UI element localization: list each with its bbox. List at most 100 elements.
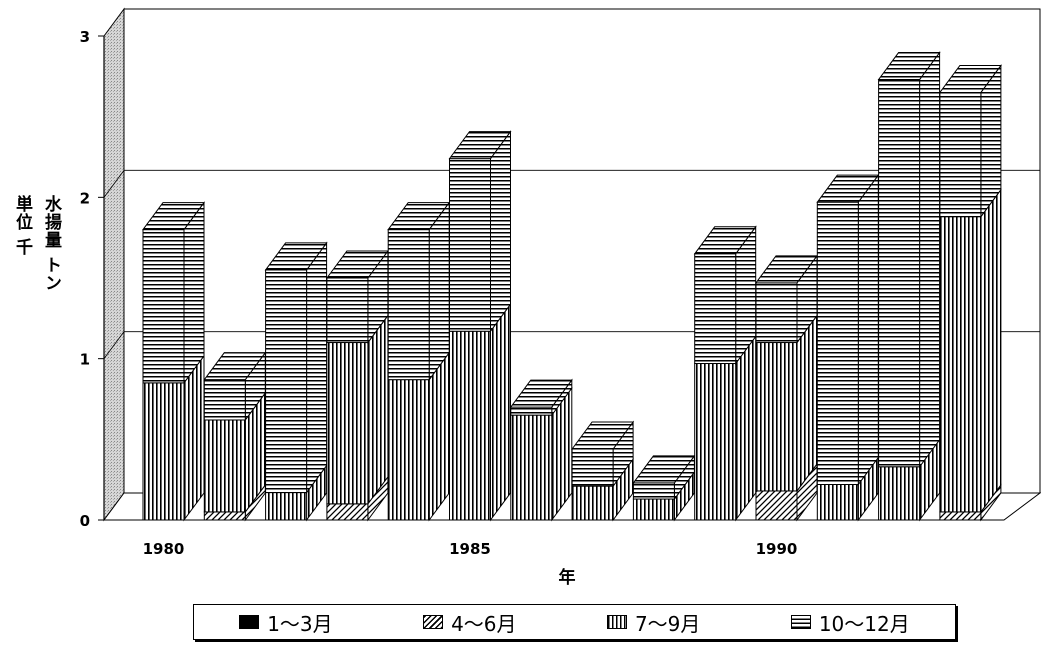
bar-front <box>939 511 982 521</box>
legend-swatch-jul-sep <box>606 615 627 629</box>
bar-front <box>265 492 308 521</box>
bar-segment <box>755 314 818 493</box>
bar-segment <box>449 130 511 333</box>
bar-front <box>878 466 921 521</box>
legend-label-oct-dec: 10～12月 <box>818 611 910 636</box>
bar-front <box>387 229 430 381</box>
bar-top <box>877 52 941 81</box>
legend-swatch-jan-mar <box>239 615 260 629</box>
x-axis-title: 年 <box>559 567 576 588</box>
bar-front <box>694 363 737 521</box>
y-axis: 0 1 2 3 <box>80 28 104 530</box>
bar-front <box>326 503 369 521</box>
bar-side <box>919 51 941 469</box>
bar-side <box>490 302 511 522</box>
bar-front <box>449 158 491 332</box>
bar-side <box>428 351 450 522</box>
bar-segment <box>694 225 757 366</box>
bar-side <box>490 130 511 333</box>
bar-segment <box>694 334 757 522</box>
bar-segment <box>203 391 266 514</box>
bar-front <box>142 229 185 384</box>
bar-front <box>632 498 675 521</box>
gridline-side <box>103 331 125 359</box>
y-axis-title-line-1: 水揚量 トン <box>41 195 61 292</box>
legend-swatch-oct-dec <box>790 615 811 629</box>
bar-top <box>264 242 328 271</box>
bar-segment <box>265 464 328 522</box>
bars <box>142 51 1002 522</box>
y-tick-label: 3 <box>80 28 90 46</box>
bar-segment <box>816 455 879 522</box>
bar-side <box>183 354 205 522</box>
y-axis-title: 水揚量 トン 単位 千 <box>8 195 66 345</box>
bar-front <box>939 91 982 218</box>
bar-front <box>142 382 185 521</box>
bar-front <box>632 482 675 500</box>
bar-front <box>326 277 369 344</box>
bar-segment <box>939 63 1002 219</box>
legend-item-oct-dec: 10～12月 <box>790 608 910 637</box>
bar-front <box>449 330 491 521</box>
legend-swatch-apr-jun <box>423 615 444 629</box>
bar-front <box>755 342 798 492</box>
bar-side <box>183 201 205 385</box>
bar-top <box>142 202 205 231</box>
bar-front <box>203 419 246 513</box>
bar-segment <box>939 188 1002 514</box>
legend-label-jul-sep: 7～9月 <box>634 611 701 636</box>
bar-side <box>857 173 879 487</box>
bar-top <box>448 131 512 160</box>
bar-segment <box>142 354 205 522</box>
bar-top <box>509 379 573 408</box>
legend: 1～3月 4～6月 7～9月 10～12月 <box>193 604 956 640</box>
bar-front <box>571 485 614 521</box>
side-wall <box>103 7 125 522</box>
x-tick-label: 1980 <box>143 540 185 558</box>
bar-side <box>980 188 1002 514</box>
bar-front <box>387 379 430 521</box>
bar-segment <box>326 314 389 506</box>
bar-segment <box>142 201 205 385</box>
y-tick-label: 1 <box>80 351 90 369</box>
bar-front <box>571 448 614 487</box>
bar-side <box>428 201 450 382</box>
x-tick-label: 1985 <box>449 540 491 558</box>
bar-front <box>939 216 982 513</box>
bar-segment <box>449 302 511 522</box>
legend-label-apr-jun: 4～6月 <box>451 611 517 636</box>
bar-front <box>694 253 737 365</box>
gridline-side <box>103 170 125 198</box>
bar-front <box>755 282 798 344</box>
bar-segment <box>387 201 450 382</box>
bar-segment <box>326 249 389 345</box>
bar-front <box>816 201 859 486</box>
x-axis: 1980 1985 1990 年 <box>143 540 798 588</box>
bar-segment <box>632 454 695 501</box>
y-axis-title-line-2: 単位 千 <box>12 195 32 256</box>
bar-front <box>510 406 553 416</box>
bar-side <box>735 334 757 522</box>
bar-segment <box>878 51 941 469</box>
bar-front <box>265 269 308 494</box>
bar-side <box>367 314 389 506</box>
bar-top <box>571 421 635 450</box>
x-tick-label: 1990 <box>756 540 798 558</box>
bar-front <box>203 511 246 521</box>
bar-segment <box>265 241 328 495</box>
bar-segment <box>632 470 695 522</box>
bar-top <box>938 64 1002 93</box>
bar-front <box>326 342 369 505</box>
legend-item-apr-jun: 4～6月 <box>423 608 517 637</box>
bar-front <box>203 379 246 421</box>
bar-front <box>510 414 553 521</box>
legend-item-jul-sep: 7～9月 <box>606 608 701 637</box>
y-tick-label: 2 <box>80 189 90 207</box>
bar-segment <box>816 173 879 487</box>
bar-front <box>755 490 798 521</box>
y-tick-label: 0 <box>80 512 90 530</box>
bar-side <box>796 314 818 493</box>
bar-side <box>306 241 328 495</box>
bar-front <box>878 79 921 468</box>
